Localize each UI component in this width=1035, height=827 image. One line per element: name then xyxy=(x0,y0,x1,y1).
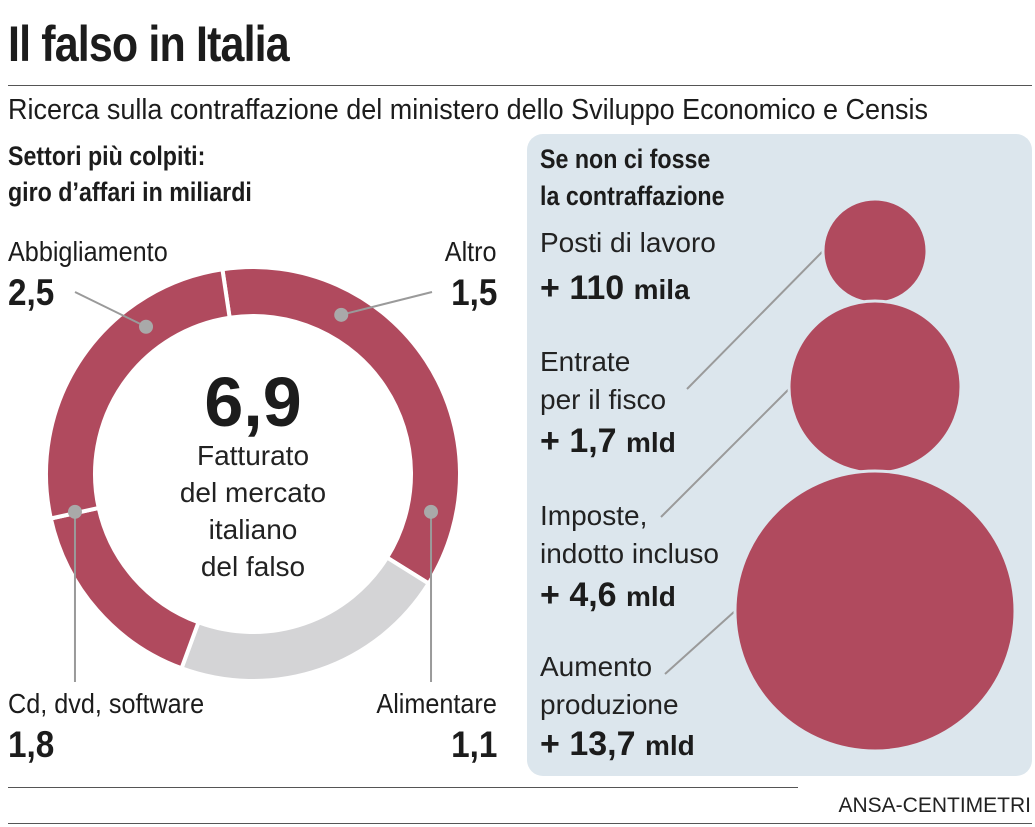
donut-total-value: 6,9 xyxy=(204,363,302,441)
impact-item-value: + 110 mila xyxy=(540,267,690,311)
value-cd-dvd-software: 1,8 xyxy=(8,724,55,765)
page-title: Il falso in Italia xyxy=(8,16,290,72)
leader-dot-alimentare xyxy=(424,504,439,519)
value-number: 13,7 xyxy=(569,725,636,763)
impact-heading-line1: Se non ci fosse xyxy=(540,144,711,174)
donut-heading-line1: Settori più colpiti: xyxy=(8,141,206,171)
label-alimentare: Alimentare xyxy=(376,688,497,719)
center-line-2: del mercato xyxy=(179,477,327,508)
bubble-3 xyxy=(733,469,1017,753)
impact-item-value: + 1,7 mld xyxy=(540,420,676,464)
source-credit: ANSA-CENTIMETRI xyxy=(838,794,1031,817)
impact-item-value: + 13,7 mld xyxy=(540,723,695,767)
center-line-4: del falso xyxy=(200,551,306,582)
impact-item-label: Entrate xyxy=(540,346,631,377)
value-abbigliamento: 2,5 xyxy=(8,272,55,313)
title-divider xyxy=(8,85,1032,86)
leader-line-abbigliamento xyxy=(74,291,147,328)
impact-item-value: + 4,6 mld xyxy=(540,574,676,618)
value-unit: mld xyxy=(626,427,676,458)
bubble-2 xyxy=(787,299,963,475)
donut-slice-cd-dvd-software xyxy=(44,266,232,521)
center-line-3: italiano xyxy=(208,514,298,545)
value-prefix: + xyxy=(540,725,570,763)
bubble-1 xyxy=(821,197,929,305)
value-number: 4,6 xyxy=(569,576,617,614)
bubble-leader-line xyxy=(660,386,792,518)
bubble-chart xyxy=(660,197,1017,753)
value-alimentare: 1,1 xyxy=(450,724,497,765)
leader-dot-altro xyxy=(334,307,349,322)
footer-divider xyxy=(8,787,798,788)
value-prefix: + xyxy=(540,422,570,460)
bubble-leader-line xyxy=(664,610,736,675)
label-abbigliamento: Abbigliamento xyxy=(8,236,168,267)
bubble-leader-line xyxy=(686,250,824,390)
leader-dot-cd-dvd-software xyxy=(67,504,82,519)
label-cd-dvd-software: Cd, dvd, software xyxy=(8,688,205,719)
bottom-divider xyxy=(8,823,1032,824)
impact-heading-line2: la contraffazione xyxy=(540,181,725,211)
impact-item-label: produzione xyxy=(540,689,679,720)
label-altro: Altro xyxy=(445,236,497,267)
value-number: 1,7 xyxy=(569,422,617,460)
impact-item-label: Posti di lavoro xyxy=(540,227,716,258)
value-unit: mld xyxy=(626,581,676,612)
impact-item-label: indotto incluso xyxy=(540,538,720,569)
value-prefix: + xyxy=(540,269,570,307)
impact-item-label: per il fisco xyxy=(540,384,667,415)
value-unit: mld xyxy=(644,730,695,761)
value-altro: 1,5 xyxy=(450,272,497,313)
donut-chart xyxy=(44,265,462,683)
leader-line-altro xyxy=(340,291,433,316)
value-unit: mila xyxy=(633,274,690,305)
impact-item-label: Aumento xyxy=(540,651,653,682)
donut-heading-line2: giro d’affari in miliardi xyxy=(8,177,252,207)
page-subtitle: Ricerca sulla contraffazione del ministe… xyxy=(8,94,928,126)
donut-center-caption: Fatturato del mercato italiano del falso xyxy=(133,437,373,585)
impact-item-label: Imposte, xyxy=(540,500,648,531)
leader-dot-abbigliamento xyxy=(139,319,154,334)
value-number: 110 xyxy=(569,269,625,307)
value-prefix: + xyxy=(540,576,570,614)
center-line-1: Fatturato xyxy=(196,440,310,471)
